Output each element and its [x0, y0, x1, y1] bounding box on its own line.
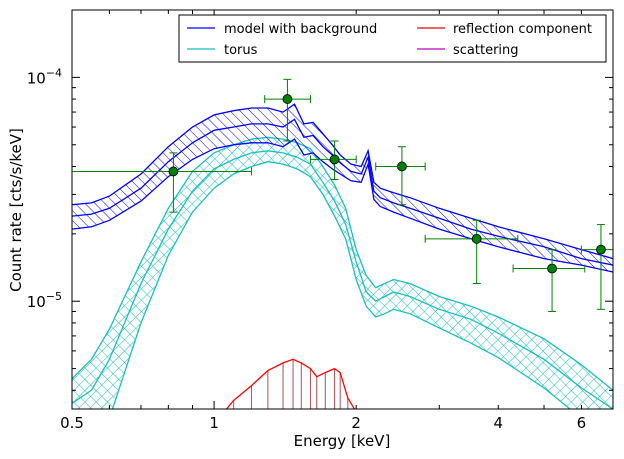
- legend: model with background torus reflection c…: [178, 14, 607, 63]
- torus-series: [72, 136, 613, 409]
- legend-box: [178, 14, 607, 63]
- model-middle-line: [72, 118, 613, 266]
- data-point: [264, 78, 311, 142]
- x-axis-label: Energy [keV]: [294, 432, 391, 450]
- torus-lower-line: [111, 161, 571, 409]
- data-marker: [471, 233, 482, 244]
- data-point: [424, 219, 519, 284]
- x-tick-label: 0.5: [60, 414, 84, 432]
- reflection-line: [225, 358, 356, 409]
- plot-frame: [71, 9, 614, 410]
- legend-label-scattering: scattering: [453, 43, 519, 58]
- data-marker: [596, 244, 606, 255]
- data-marker: [168, 166, 179, 177]
- y-tick-label: 10−5: [27, 290, 62, 311]
- legend-label-model: model with background: [224, 22, 377, 37]
- plot-area: [72, 78, 613, 409]
- data-point: [580, 224, 613, 310]
- x-tick-labels: 0.5 1 2 4 6: [60, 414, 586, 432]
- model-lower-line: [72, 138, 613, 273]
- x-tick-label: 1: [209, 414, 219, 432]
- data-marker: [547, 263, 557, 274]
- torus-middle-line: [72, 150, 613, 409]
- model-band-fill: [72, 104, 613, 272]
- data-point: [309, 140, 357, 180]
- reflection-series: [225, 358, 356, 409]
- x-tick-label: 4: [494, 414, 504, 432]
- y-axis-label: Count rate [cts/s/keV]: [7, 128, 25, 292]
- legend-label-reflection: reflection component: [453, 22, 592, 37]
- torus-upper-line: [72, 136, 613, 391]
- model-upper-line: [72, 103, 613, 260]
- x-tick-label: 2: [351, 414, 361, 432]
- model-with-background-series: [72, 103, 613, 273]
- data-points: [72, 78, 613, 312]
- y-tick-labels: 10−5 10−4: [27, 66, 62, 311]
- data-point: [512, 249, 586, 312]
- torus-band-fill: [72, 137, 613, 409]
- legend-label-torus: torus: [224, 43, 258, 58]
- data-marker: [397, 161, 407, 172]
- y-tick-label: 10−4: [27, 66, 62, 87]
- data-marker: [282, 94, 293, 104]
- data-marker: [329, 154, 340, 165]
- x-tick-label: 6: [577, 414, 587, 432]
- data-point: [72, 152, 252, 213]
- data-point: [375, 146, 426, 206]
